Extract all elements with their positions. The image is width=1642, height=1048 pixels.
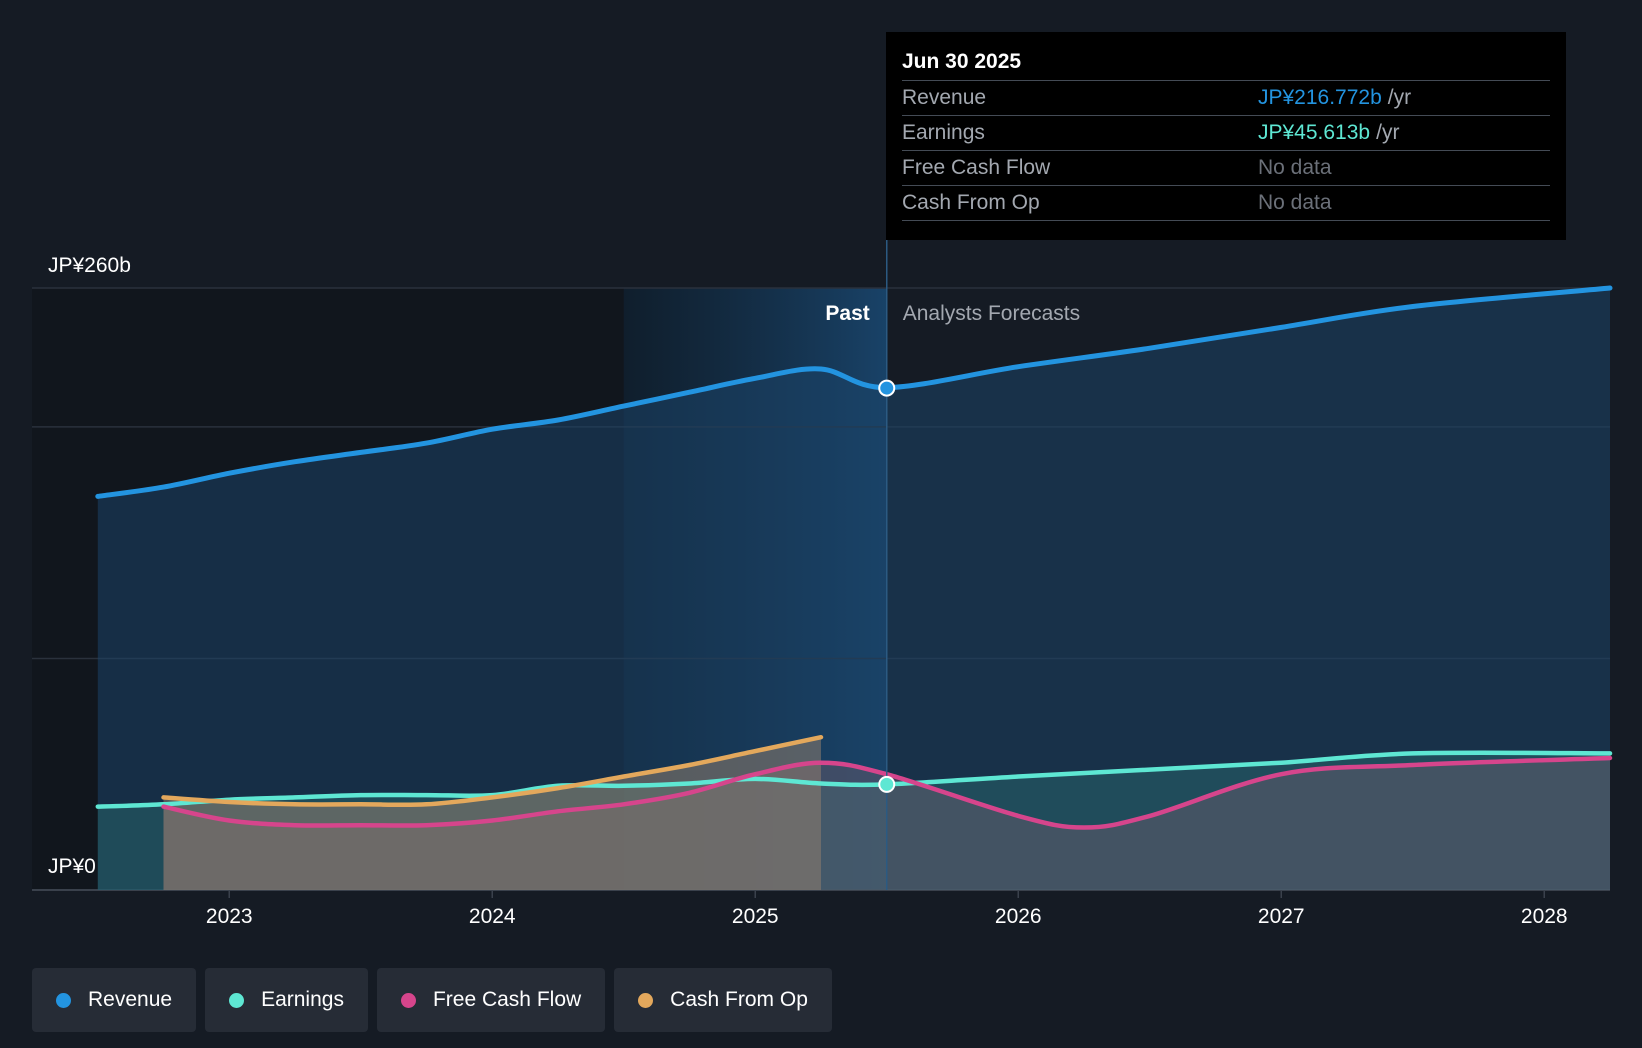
tooltip-row-revenue: Revenue JP¥216.772b/yr (902, 81, 1550, 116)
tooltip-row-free-cash-flow: Free Cash Flow No data (902, 151, 1550, 186)
tooltip-unit: /yr (1376, 121, 1400, 144)
cash-from-op-line (161, 734, 824, 808)
x-axis-tick-label: 2025 (732, 905, 779, 928)
x-axis-tick-label: 2026 (995, 905, 1042, 928)
legend-item-free-cash-flow[interactable]: Free Cash Flow (376, 968, 606, 1032)
legend-item-earnings[interactable]: Earnings (205, 968, 368, 1032)
legend-label: Revenue (88, 988, 173, 1011)
tooltip-row-cash-from-op: Cash From Op No data (902, 186, 1550, 221)
legend-label: Earnings (261, 988, 344, 1011)
cash-from-op-area (163, 737, 821, 890)
tooltip-row-earnings: Earnings JP¥45.613b/yr (902, 116, 1550, 151)
revenue-line (95, 285, 1613, 499)
tooltip-label: Earnings (902, 121, 985, 144)
past-label: Past (825, 302, 869, 325)
earnings-line (95, 750, 1613, 809)
tooltip-label: Free Cash Flow (902, 156, 1051, 179)
chart-legend: Revenue Earnings Free Cash Flow Cash Fro… (32, 968, 832, 1032)
tooltip-unit: /yr (1387, 86, 1412, 109)
tooltip-date: Jun 30 2025 (902, 46, 1550, 81)
legend-dot-icon (638, 992, 654, 1008)
legend-label: Cash From Op (670, 988, 808, 1011)
tooltip-label: Cash From Op (902, 191, 1040, 214)
x-axis-tick-label: 2028 (1521, 905, 1568, 928)
tooltip-label: Revenue (902, 86, 987, 109)
legend-dot-icon (56, 992, 71, 1008)
revenue-area (97, 288, 1610, 890)
tooltip-value: JP¥45.613b (1258, 121, 1371, 144)
legend-label: Free Cash Flow (432, 988, 582, 1011)
legend-item-cash-from-op[interactable]: Cash From Op (614, 968, 832, 1032)
chart-tooltip: Jun 30 2025 Revenue JP¥216.772b/yr Earni… (886, 32, 1566, 240)
free-cash-flow-line (161, 755, 1613, 830)
earnings-marker (878, 775, 896, 793)
y-axis-label-min: JP¥0 (48, 855, 96, 878)
tooltip-value: No data (1258, 191, 1332, 214)
x-axis-tick-label: 2027 (1258, 905, 1305, 928)
tooltip-value: JP¥216.772b (1258, 86, 1382, 109)
x-axis-tick-label: 2024 (469, 905, 516, 928)
revenue-marker (878, 379, 896, 397)
y-axis-label-max: JP¥260b (48, 254, 131, 277)
legend-dot-icon (400, 992, 416, 1008)
legend-dot-icon (229, 992, 245, 1008)
forecast-label: Analysts Forecasts (903, 302, 1080, 325)
legend-item-revenue[interactable]: Revenue (32, 968, 197, 1032)
x-axis-tick-label: 2023 (206, 905, 253, 928)
tooltip-value: No data (1258, 156, 1332, 179)
